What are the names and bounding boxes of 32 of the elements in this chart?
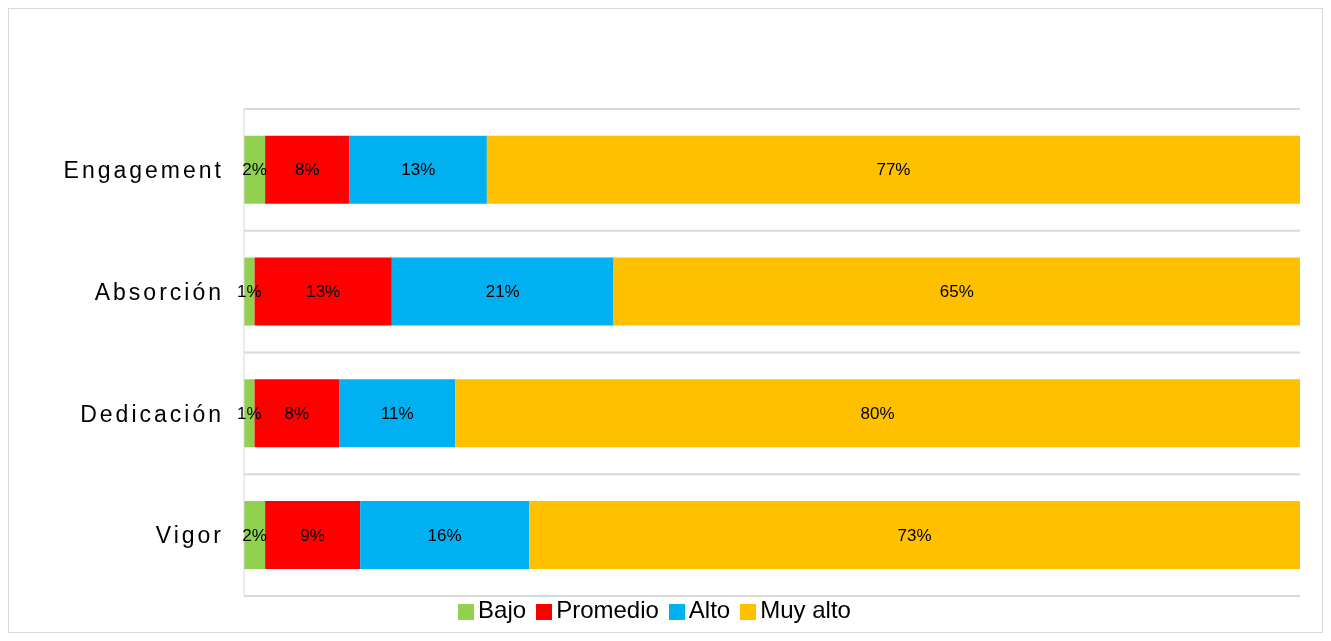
legend-label: Bajo bbox=[478, 596, 527, 623]
data-label: 13% bbox=[401, 160, 436, 180]
bar bbox=[391, 257, 614, 326]
data-label: 80% bbox=[860, 403, 895, 423]
legend-label: Muy alto bbox=[760, 596, 851, 623]
bar bbox=[360, 501, 530, 570]
data-label: 77% bbox=[876, 160, 911, 180]
y-tick-label: Engagement bbox=[63, 157, 224, 184]
bar bbox=[265, 135, 350, 204]
data-label: 16% bbox=[427, 525, 462, 545]
data-label: 13% bbox=[306, 282, 341, 302]
data-label: 1% bbox=[236, 403, 262, 423]
data-label: 21% bbox=[485, 282, 520, 302]
bar bbox=[613, 257, 1300, 326]
bar bbox=[349, 135, 487, 204]
data-label: 11% bbox=[380, 403, 414, 423]
bar bbox=[529, 501, 1300, 570]
data-label: 9% bbox=[300, 525, 325, 545]
legend-label: Alto bbox=[688, 596, 731, 623]
legend-label: Promedio bbox=[556, 596, 659, 623]
y-tick-label: Dedicación bbox=[80, 400, 224, 427]
bar bbox=[265, 501, 361, 570]
data-label: 73% bbox=[897, 525, 932, 545]
data-label: 1% bbox=[236, 282, 262, 302]
data-label: 65% bbox=[939, 282, 974, 302]
bar bbox=[455, 379, 1300, 448]
y-tick-label: Vigor bbox=[155, 522, 224, 549]
bar bbox=[486, 135, 1300, 204]
data-label: 8% bbox=[295, 160, 320, 180]
y-tick-label: Absorción bbox=[94, 278, 224, 305]
data-label: 8% bbox=[284, 403, 310, 423]
bar bbox=[339, 379, 456, 448]
